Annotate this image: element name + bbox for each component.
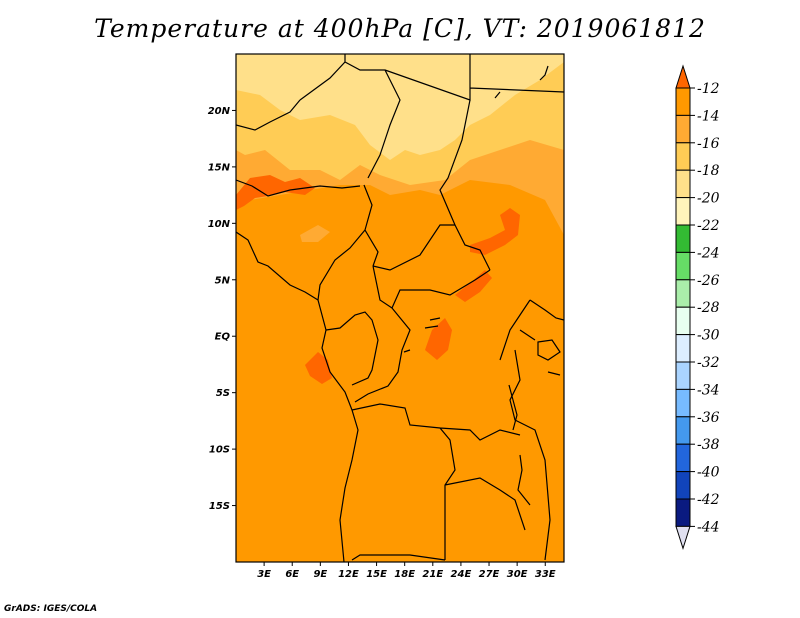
colorbar-swatch (675, 361, 691, 390)
colorbar-label: -28 (697, 300, 720, 316)
colorbar-label: -40 (697, 465, 720, 481)
colorbar-label: -38 (697, 437, 720, 453)
lon-tick-label: 6E (285, 569, 299, 580)
field-patch-east (470, 208, 520, 255)
colorbar-swatch (675, 114, 691, 144)
lat-tick-label: 10S (209, 445, 230, 456)
lon-tick-label: 21E (422, 569, 443, 580)
colorbar-label: -44 (697, 519, 720, 535)
colorbar-label: -24 (697, 245, 720, 261)
lat-tick-label: 10N (208, 219, 231, 230)
colorbar-swatch (675, 87, 691, 116)
colorbar-swatch (675, 251, 691, 281)
plot-frame (235, 53, 565, 563)
colorbar-label: -22 (697, 218, 720, 234)
field-patch-west (236, 175, 315, 210)
colorbar-swatch (675, 142, 691, 171)
border-lines-center (317, 224, 491, 403)
colorbar-swatch (675, 388, 691, 418)
latitude-axis: 20N 15N 10N 5N EQ 5S 10S 15S (208, 106, 236, 512)
colorbar-label: -34 (697, 382, 720, 398)
colorbar-swatch (675, 169, 691, 199)
colorbar-top-arrow (675, 64, 691, 89)
field-patch-gabon (305, 352, 332, 384)
colorbar-label: -36 (697, 410, 720, 426)
lon-tick-label: 33E (535, 569, 556, 580)
field-patch-congo (425, 318, 452, 360)
longitude-axis: 3E 6E 9E 12E 15E 18E 21E 24E 27E 30E 33E (257, 562, 556, 580)
lon-tick-label: 30E (507, 569, 528, 580)
field-patch-center (455, 270, 492, 302)
colorbar-swatch (675, 279, 691, 308)
colorbar-label: -32 (697, 355, 720, 371)
field-band-pale (236, 54, 564, 160)
lon-tick-label: 12E (338, 569, 359, 580)
border-lines-south (351, 299, 551, 561)
colorbar-bottom-arrow (675, 525, 691, 551)
border-lines-east (494, 65, 564, 376)
colorbar-label: -26 (697, 273, 720, 289)
lon-tick-label: 18E (394, 569, 415, 580)
coastline-west-africa (236, 231, 359, 562)
lat-tick-label: EQ (215, 332, 231, 343)
lon-tick-label: 24E (451, 569, 472, 580)
lat-tick-label: 5S (216, 388, 230, 399)
colorbar-label: -12 (697, 81, 720, 97)
colorbar-swatch (675, 306, 691, 336)
colorbar-swatch (675, 224, 691, 253)
lat-tick-label: 5N (215, 275, 231, 286)
map-title: Temperature at 400hPa [C], VT: 201906181… (94, 14, 706, 43)
colorbar-swatch (675, 471, 691, 500)
lake-outlines (403, 317, 561, 506)
lat-tick-label: 15N (208, 162, 231, 173)
colorbar-swatch (675, 443, 691, 473)
colorbar-label: -20 (697, 191, 720, 207)
colorbar: -12 -14 -16 -18 -20 -22 -24 -26 -28 -30 -32 -34 -36 -… (675, 64, 720, 551)
country-borders (236, 54, 564, 562)
field-patch-light-nigeria (300, 225, 330, 242)
colorbar-swatch (675, 416, 691, 445)
colorbar-label: -18 (697, 163, 720, 179)
colorbar-swatch (675, 498, 691, 527)
colorbar-swatch (675, 197, 691, 226)
temperature-field (236, 54, 564, 562)
lon-tick-label: 27E (479, 569, 500, 580)
colorbar-label: -16 (697, 136, 720, 152)
credit-text: GrADS: IGES/COLA (4, 604, 98, 614)
colorbar-label: -30 (697, 328, 720, 344)
lon-tick-label: 3E (257, 569, 271, 580)
colorbar-swatch (675, 334, 691, 363)
lon-tick-label: 9E (313, 569, 327, 580)
lon-tick-label: 15E (366, 569, 387, 580)
lat-tick-label: 20N (208, 106, 231, 117)
colorbar-label: -14 (697, 108, 720, 124)
lat-tick-label: 15S (209, 501, 230, 512)
colorbar-label: -42 (697, 492, 720, 508)
